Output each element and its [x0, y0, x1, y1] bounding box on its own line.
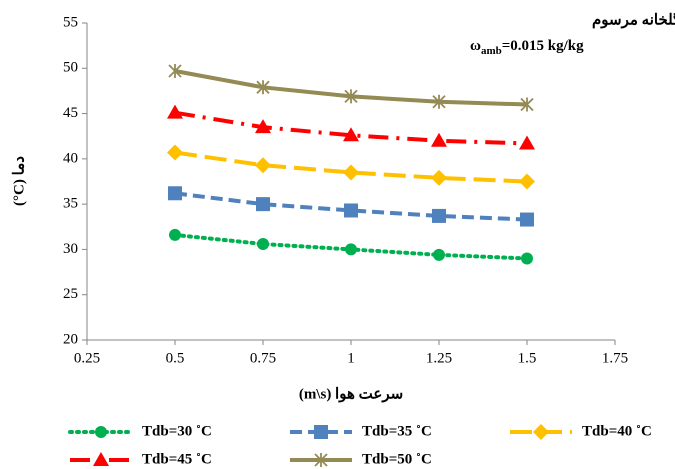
y-axis-label: دما (C°) — [11, 156, 27, 206]
annotation-symbol: ω — [470, 38, 481, 54]
marker — [432, 208, 446, 223]
marker — [256, 80, 270, 95]
legend-entry: Tdb=35 ˚C — [290, 423, 432, 439]
x-axis-label: سرعت هوا (m\s) — [299, 386, 403, 402]
annotation-text: =0.015 kg/kg — [502, 38, 584, 54]
y-tick-label: 45 — [63, 105, 78, 121]
marker — [520, 212, 534, 227]
marker — [256, 197, 270, 212]
legend-entry: Tdb=30 ˚C — [68, 423, 212, 439]
y-tick-label: 30 — [63, 241, 78, 257]
marker — [533, 424, 549, 440]
y-tick-label: 25 — [63, 286, 78, 302]
x-tick-label: 0.75 — [250, 350, 276, 366]
marker — [255, 119, 271, 134]
legend-label: Tdb=30 ˚C — [142, 423, 212, 439]
marker — [168, 186, 182, 201]
legend-label: Tdb=45 ˚C — [142, 451, 212, 467]
marker — [521, 252, 533, 265]
x-tick-label: 1 — [347, 350, 355, 366]
marker — [168, 64, 182, 79]
marker — [519, 173, 535, 190]
marker — [93, 452, 109, 466]
legend-entry: Tdb=50 ˚C — [290, 451, 432, 467]
legend-entry: Tdb=45 ˚C — [70, 451, 212, 467]
legend-label: Tdb=50 ˚C — [362, 451, 432, 467]
y-tick-label: 40 — [63, 150, 78, 166]
marker — [255, 157, 271, 174]
legend-label: Tdb=35 ˚C — [362, 423, 432, 439]
marker — [169, 228, 181, 241]
marker — [167, 104, 183, 119]
marker — [345, 243, 357, 256]
marker — [431, 169, 447, 186]
x-tick-label: 1.25 — [426, 350, 452, 366]
annotation-subscript: amb — [481, 45, 502, 57]
marker — [95, 426, 107, 438]
annotation-title: گلخانه مرسوم — [592, 10, 675, 28]
marker — [167, 144, 183, 161]
y-tick-label: 50 — [63, 60, 78, 76]
marker — [431, 132, 447, 147]
x-tick-label: 1.75 — [602, 350, 628, 366]
marker — [257, 237, 269, 250]
x-tick-label: 0.25 — [74, 350, 100, 366]
series-line — [174, 191, 528, 222]
legend-label: Tdb=40 ˚C — [582, 423, 652, 439]
x-tick-label: 1.5 — [518, 350, 537, 366]
marker — [314, 453, 328, 467]
marker — [343, 127, 359, 142]
marker — [432, 94, 446, 109]
annotation: ωamb=0.015 kg/kg — [470, 38, 584, 56]
marker — [344, 89, 358, 104]
x-tick-label: 0.5 — [166, 350, 185, 366]
marker — [343, 164, 359, 181]
marker — [314, 425, 328, 439]
y-tick-label: 20 — [63, 331, 78, 347]
marker — [519, 135, 535, 150]
legend-entry: Tdb=40 ˚C — [510, 423, 652, 440]
y-tick-label: 35 — [63, 196, 78, 212]
marker — [520, 97, 534, 112]
marker — [433, 248, 445, 261]
marker — [344, 203, 358, 218]
y-tick-label: 55 — [63, 14, 78, 30]
